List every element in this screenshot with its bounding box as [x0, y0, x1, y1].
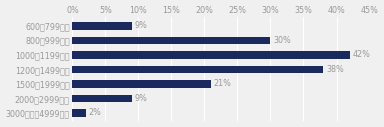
- Bar: [73, 51, 350, 59]
- Bar: [73, 37, 270, 44]
- Text: 9%: 9%: [134, 94, 147, 103]
- Text: 21%: 21%: [214, 79, 232, 88]
- Text: 9%: 9%: [134, 21, 147, 30]
- Bar: [73, 109, 86, 117]
- Bar: [73, 66, 323, 73]
- Bar: [73, 22, 132, 30]
- Text: 2%: 2%: [88, 108, 101, 117]
- Text: 42%: 42%: [353, 50, 370, 59]
- Bar: [73, 80, 211, 88]
- Text: 38%: 38%: [326, 65, 344, 74]
- Bar: [73, 95, 132, 102]
- Text: 30%: 30%: [273, 36, 291, 45]
